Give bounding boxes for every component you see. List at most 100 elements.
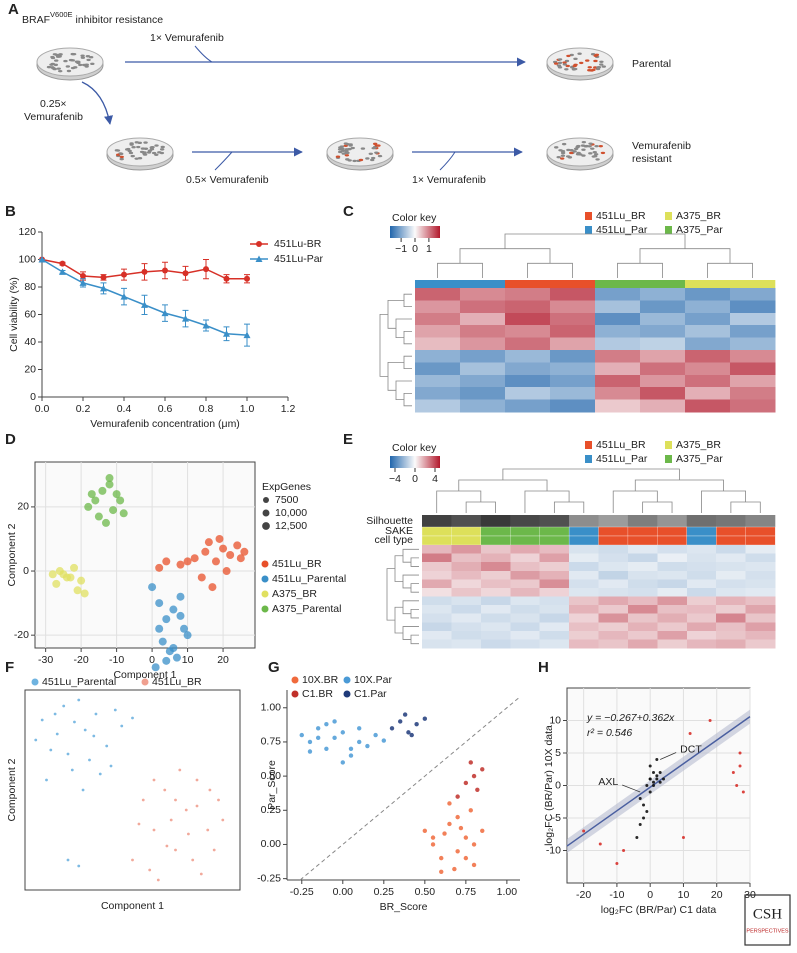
heatmap-cell bbox=[745, 570, 776, 580]
heatmap-cell bbox=[745, 587, 776, 597]
y-tick-label: 40 bbox=[24, 336, 36, 348]
point bbox=[77, 698, 81, 702]
heatmap-cell bbox=[505, 288, 551, 301]
point bbox=[201, 547, 210, 556]
point bbox=[642, 816, 646, 820]
heatmap-cell bbox=[451, 562, 482, 572]
cell bbox=[569, 53, 574, 57]
silhouette-cell bbox=[451, 515, 482, 527]
legend-label: 10X.BR bbox=[302, 674, 339, 686]
cell bbox=[127, 149, 132, 153]
silhouette-cell bbox=[422, 515, 452, 527]
point bbox=[162, 656, 171, 665]
point bbox=[233, 541, 242, 550]
heatmap-cell bbox=[451, 630, 482, 640]
point bbox=[183, 631, 192, 640]
heatmap-cell bbox=[510, 596, 541, 606]
panel-label: D bbox=[5, 431, 16, 448]
heatmap-cell bbox=[685, 374, 731, 388]
cell bbox=[575, 153, 581, 156]
point bbox=[240, 547, 249, 556]
heatmap-cell bbox=[550, 374, 596, 388]
heatmap-cell bbox=[745, 579, 776, 589]
heatmap-cell bbox=[460, 374, 506, 388]
cell bbox=[566, 148, 571, 152]
heatmap-cell bbox=[415, 399, 461, 413]
marker bbox=[80, 273, 86, 279]
column-annotation bbox=[685, 280, 731, 288]
dendrogram bbox=[379, 313, 388, 377]
cell bbox=[128, 151, 134, 155]
heatmap-cell bbox=[569, 596, 599, 606]
point bbox=[658, 780, 662, 784]
x-tick-label: -20 bbox=[74, 654, 89, 666]
point bbox=[191, 858, 195, 862]
outcome-label: Vemurafenib bbox=[632, 140, 691, 152]
point bbox=[169, 818, 173, 822]
point bbox=[174, 798, 177, 802]
point bbox=[141, 798, 145, 802]
legend-swatch bbox=[585, 455, 592, 463]
key-tick-label: 4 bbox=[432, 473, 438, 485]
heatmap-cell bbox=[550, 300, 596, 314]
marker bbox=[161, 309, 169, 317]
cell bbox=[160, 145, 165, 149]
point bbox=[373, 732, 378, 738]
legend-label: 10X.Par bbox=[354, 674, 392, 686]
cell bbox=[139, 150, 145, 154]
diagram-title: BRAFV600E inhibitor resistance bbox=[22, 10, 163, 26]
legend-label: C1.BR bbox=[302, 688, 333, 700]
panel-label: F bbox=[5, 659, 14, 676]
point bbox=[45, 778, 48, 782]
heatmap-cell bbox=[716, 605, 746, 615]
x-tick-label: 0.25 bbox=[374, 886, 395, 898]
heatmap-cell bbox=[598, 587, 629, 597]
cell bbox=[588, 152, 593, 155]
title-base: BRAF bbox=[22, 14, 50, 26]
outcome-label: Parental bbox=[632, 58, 671, 70]
cell bbox=[80, 54, 85, 57]
point bbox=[735, 784, 739, 787]
point-label: DCT bbox=[680, 743, 702, 755]
heatmap-cell bbox=[539, 570, 570, 580]
key-bar bbox=[390, 226, 440, 238]
silhouette-cell bbox=[657, 515, 688, 527]
point bbox=[206, 828, 210, 832]
point bbox=[648, 777, 652, 781]
dendrogram bbox=[394, 555, 403, 582]
legend-label: 451Lu-BR bbox=[274, 238, 322, 250]
cell bbox=[590, 147, 595, 150]
cell bbox=[46, 65, 52, 69]
marker bbox=[203, 266, 209, 273]
x-tick-label: 0 bbox=[647, 889, 653, 901]
heatmap-cell bbox=[640, 337, 686, 351]
point bbox=[92, 734, 96, 738]
point bbox=[652, 784, 656, 787]
heatmap-cell bbox=[686, 579, 717, 589]
legend-label: 451Lu_Par bbox=[596, 224, 648, 236]
column-annotation bbox=[550, 280, 596, 288]
point bbox=[236, 554, 245, 563]
heatmap-cell bbox=[657, 587, 688, 597]
cell bbox=[80, 56, 86, 59]
legend-marker bbox=[31, 678, 39, 686]
x-axis-label: Vemurafenib concentration (μm) bbox=[90, 418, 240, 430]
size-legend-label: 7500 bbox=[275, 494, 299, 506]
marker bbox=[202, 322, 210, 329]
y-tick-label: 0.00 bbox=[261, 838, 282, 850]
cell bbox=[590, 52, 596, 56]
cell bbox=[143, 147, 149, 150]
heatmap-cell bbox=[460, 288, 506, 301]
cell bbox=[335, 155, 341, 158]
heatmap-cell bbox=[627, 553, 658, 563]
dish bbox=[106, 137, 174, 171]
point bbox=[681, 836, 685, 839]
point bbox=[447, 801, 452, 806]
point bbox=[422, 828, 428, 833]
silhouette-cell bbox=[627, 515, 658, 527]
heatmap-cell bbox=[460, 300, 506, 314]
marker bbox=[141, 301, 148, 308]
cell bbox=[90, 62, 95, 66]
heatmap-cell bbox=[745, 639, 776, 649]
point bbox=[176, 611, 185, 620]
